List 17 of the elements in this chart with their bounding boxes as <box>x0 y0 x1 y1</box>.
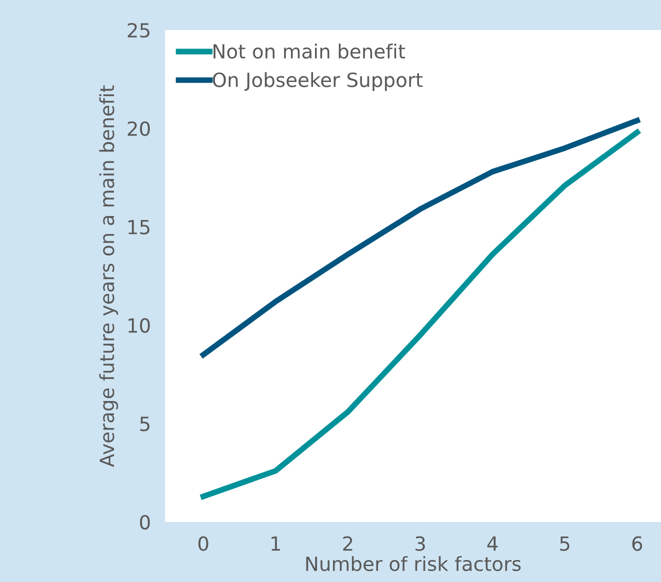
legend-label: On Jobseeker Support <box>212 72 423 91</box>
x-tick-label: 2 <box>343 536 352 551</box>
x-tick-label: 3 <box>416 536 425 551</box>
x-tick-label: 5 <box>560 536 570 551</box>
y-tick-label: 5 <box>140 416 150 432</box>
x-tick-label: 6 <box>632 536 642 551</box>
legend-label: Not on main benefit <box>214 44 406 59</box>
x-tick-label: 1 <box>272 536 280 551</box>
x-tick-label: 0 <box>198 536 208 551</box>
y-tick-label: 20 <box>128 121 150 136</box>
y-tick-label: 10 <box>128 318 150 333</box>
y-tick-label: 0 <box>140 514 150 530</box>
x-axis-title: Number of risk factors <box>306 556 521 572</box>
x-tick-label: 4 <box>487 536 498 551</box>
y-axis-title: Average future years on a main benefit <box>99 85 118 467</box>
y-tick-label: 25 <box>128 22 150 38</box>
y-tick-label: 15 <box>128 220 150 234</box>
